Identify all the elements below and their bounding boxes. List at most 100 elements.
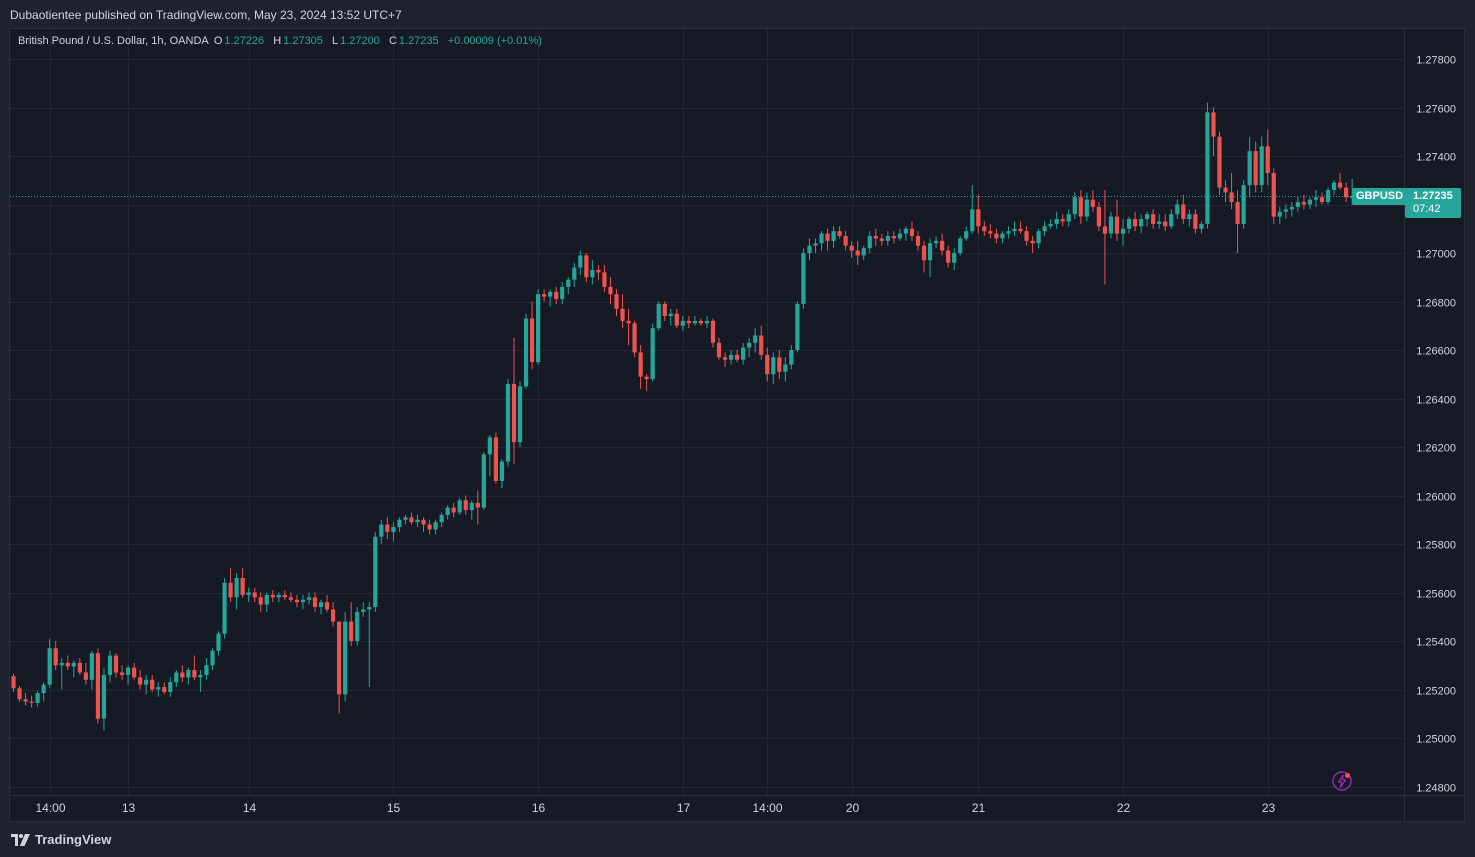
candle: [807, 238, 812, 261]
candle: [264, 592, 269, 612]
candle-body: [584, 255, 589, 278]
candle-body: [572, 267, 577, 280]
candle: [41, 682, 46, 702]
candle-body: [1259, 146, 1264, 186]
candle: [1072, 192, 1077, 220]
candle-body: [1012, 228, 1017, 232]
candle-body: [1006, 231, 1011, 234]
candle: [590, 260, 595, 285]
candle-body: [1036, 231, 1041, 244]
candle-body: [119, 672, 125, 675]
lightning-bolt-icon[interactable]: [1332, 771, 1352, 791]
candle: [29, 695, 34, 708]
candle: [1181, 194, 1186, 224]
candle-body: [343, 621, 348, 695]
price-tick-label: 1.27400: [1416, 152, 1456, 164]
time-tick-label: 13: [122, 801, 136, 815]
candle: [662, 301, 667, 321]
candle: [1006, 226, 1011, 239]
candle-body: [716, 342, 722, 358]
time-tick-label: 15: [387, 801, 401, 815]
candle-body: [35, 693, 40, 703]
candle-body: [234, 577, 239, 598]
candle: [620, 294, 625, 329]
candle-body: [867, 236, 872, 249]
candle: [511, 337, 517, 464]
candle: [409, 512, 414, 525]
symbol-price-tag: GBPUSD: [1352, 188, 1408, 205]
candle: [988, 223, 993, 239]
candle-body: [933, 240, 939, 244]
open-value: 1.27226: [224, 35, 265, 47]
candle-body: [813, 243, 818, 246]
candle: [1259, 136, 1264, 193]
candle: [933, 236, 939, 249]
candle-body: [246, 592, 251, 595]
candle: [976, 194, 981, 234]
candle-body: [210, 650, 215, 666]
candle: [95, 648, 101, 724]
candle-body: [1247, 151, 1252, 186]
candle-body: [680, 320, 685, 326]
candle: [59, 657, 64, 690]
candle: [735, 350, 740, 363]
candle: [873, 228, 878, 246]
candle-body: [1344, 187, 1349, 198]
candle: [614, 289, 619, 317]
candle-body: [240, 577, 245, 595]
candle-body: [451, 507, 456, 513]
candle-body: [29, 701, 34, 703]
candle-body: [1126, 219, 1132, 229]
candle: [1193, 209, 1198, 234]
time-tick-label: 14:00: [35, 801, 65, 815]
candle: [1163, 214, 1168, 232]
candle-body: [174, 672, 179, 683]
candle: [554, 286, 559, 304]
candle-body: [294, 599, 300, 603]
candle-body: [897, 233, 903, 239]
candle: [330, 602, 336, 627]
candle: [1295, 197, 1300, 212]
candle-body: [1054, 219, 1059, 224]
candle: [180, 665, 185, 683]
candle-body: [107, 655, 113, 675]
candle: [343, 611, 348, 702]
candle-body: [1139, 219, 1144, 227]
candle-body: [59, 662, 64, 666]
candle: [710, 318, 716, 348]
candle: [1229, 172, 1234, 210]
candle: [692, 316, 697, 326]
candle-body: [994, 233, 999, 239]
candle: [789, 345, 794, 370]
candle-body: [409, 517, 414, 523]
tradingview-logo[interactable]: TradingView: [11, 832, 111, 847]
candle-body: [1090, 199, 1095, 207]
candle: [795, 301, 800, 353]
candle-body: [11, 676, 16, 689]
candle: [596, 265, 601, 280]
candle-body: [113, 655, 119, 673]
candle-body: [517, 386, 523, 443]
candle: [626, 308, 631, 346]
candle-body: [873, 236, 878, 239]
candle-body: [940, 240, 945, 251]
candle-body: [1205, 112, 1210, 224]
candle: [288, 592, 293, 603]
price-tick-label: 1.25600: [1416, 589, 1456, 601]
candle-body: [312, 597, 318, 608]
candle: [1036, 228, 1041, 249]
chart-frame[interactable]: [9, 28, 1465, 822]
candle: [1048, 219, 1053, 229]
candle-body: [958, 238, 963, 253]
candle: [674, 308, 679, 329]
candle-body: [1289, 206, 1294, 210]
candle: [210, 648, 215, 671]
candle: [499, 459, 505, 489]
candle-body: [276, 594, 281, 598]
candle: [204, 657, 209, 680]
candle-body: [65, 662, 70, 667]
candle: [837, 226, 842, 239]
candle-body: [1157, 221, 1162, 224]
candle-body: [970, 209, 975, 232]
